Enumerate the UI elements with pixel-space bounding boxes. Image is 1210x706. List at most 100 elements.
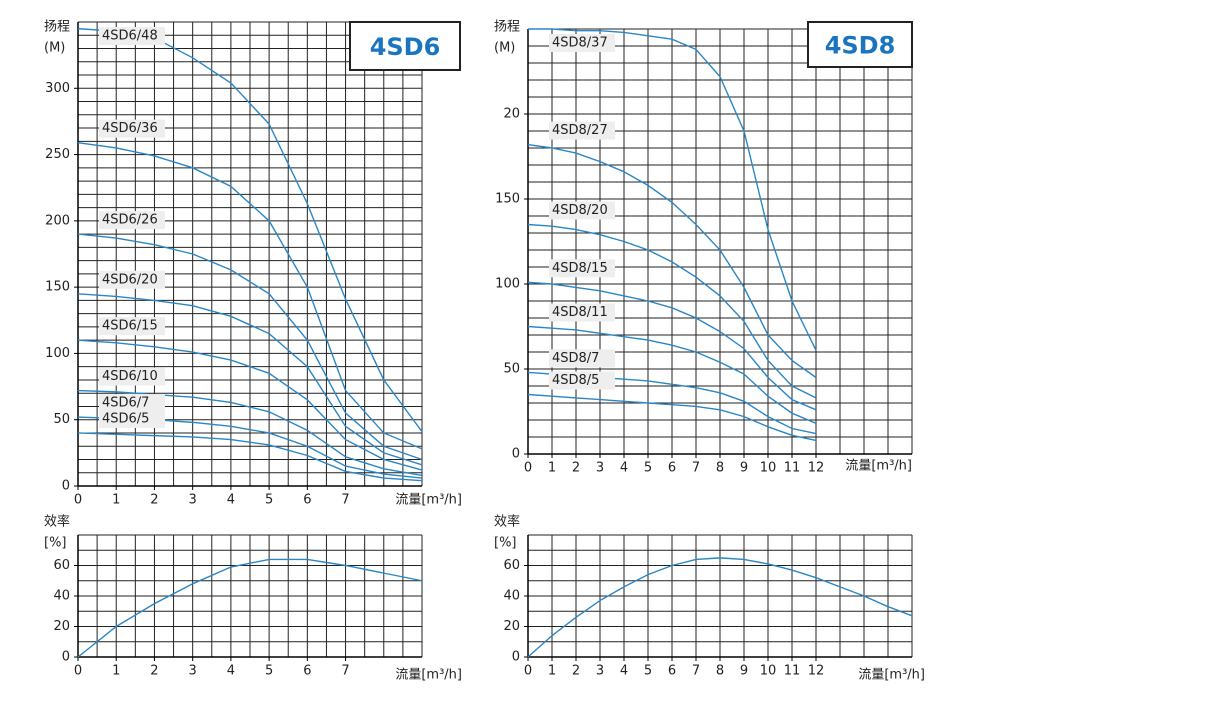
curve — [77, 141, 423, 450]
y-tick-label: 100 — [45, 346, 70, 361]
series-label: 4SD6/7 — [102, 396, 149, 411]
x-tick-label: 0 — [74, 664, 82, 679]
series-label: 4SD8/15 — [552, 261, 608, 276]
x-tick-label: 2 — [572, 664, 580, 679]
x-tick-label: 6 — [303, 493, 311, 508]
curve — [527, 281, 817, 411]
x-tick-label: 5 — [265, 664, 273, 679]
x-tick-label: 1 — [548, 664, 556, 679]
efficiency-curve — [77, 558, 423, 658]
x-tick-label: 6 — [668, 461, 676, 476]
series-label: 4SD6/10 — [102, 369, 158, 384]
curve — [77, 339, 423, 471]
x-tick-label: 11 — [784, 664, 801, 679]
y-tick-label: 20 — [503, 619, 520, 634]
x-tick-label: 6 — [668, 664, 676, 679]
x-tick-label: 10 — [760, 664, 777, 679]
x-tick-label: 1 — [112, 493, 120, 508]
series-label-bg — [549, 303, 615, 322]
x-tick-label: 8 — [716, 664, 724, 679]
series-label-bg — [99, 409, 165, 428]
x-tick-label: 2 — [572, 461, 580, 476]
y-tick-label: 150 — [45, 280, 70, 295]
x-tick-label: 8 — [716, 461, 724, 476]
y-axis-label: 效率 — [44, 514, 70, 530]
x-tick-label: 11 — [784, 461, 801, 476]
x-tick-label: 3 — [596, 461, 604, 476]
curve — [527, 143, 817, 379]
series-label: 4SD6/48 — [102, 29, 158, 44]
y-axis-label: 效率 — [494, 514, 520, 530]
series-label: 4SD6/5 — [102, 411, 149, 426]
x-tick-label: 7 — [341, 664, 349, 679]
x-tick-label: 12 — [808, 664, 825, 679]
y-axis-label: 扬程 — [44, 20, 70, 35]
y-tick-label: 50 — [503, 362, 520, 377]
curve — [77, 432, 423, 482]
series-label-bg — [99, 27, 165, 45]
x-tick-label: 9 — [740, 461, 748, 476]
curve — [527, 325, 817, 425]
x-tick-label: 7 — [341, 493, 349, 508]
x-tick-label: 5 — [265, 493, 273, 508]
series-label: 4SD8/27 — [552, 123, 608, 138]
series-label: 4SD8/37 — [552, 36, 608, 51]
series-label-bg — [549, 349, 615, 368]
y-tick-label: 60 — [53, 558, 70, 573]
series-label-bg — [99, 270, 165, 289]
x-axis-label: 流量[m³/h] — [845, 459, 912, 474]
x-tick-label: 3 — [189, 664, 197, 679]
y-tick-label: 0 — [62, 479, 70, 494]
x-tick-label: 0 — [524, 461, 532, 476]
y-axis-label: (M) — [44, 41, 65, 56]
x-tick-label: 3 — [596, 664, 604, 679]
y-tick-label: 60 — [503, 558, 520, 573]
x-tick-label: 2 — [150, 664, 158, 679]
series-label: 4SD6/20 — [102, 272, 158, 287]
x-tick-label: 0 — [74, 493, 82, 508]
x-tick-label: 4 — [227, 493, 235, 508]
series-label-bg — [549, 371, 615, 390]
series-label-bg — [99, 367, 165, 386]
y-tick-label: 150 — [495, 192, 520, 207]
x-tick-label: 2 — [150, 493, 158, 508]
y-tick-label: 200 — [45, 213, 70, 228]
series-label: 4SD8/7 — [552, 351, 599, 366]
curve — [77, 233, 423, 461]
series-label-bg — [549, 259, 615, 278]
series-label-bg — [549, 34, 615, 52]
y-axis-label: (M) — [494, 41, 515, 56]
x-tick-label: 1 — [548, 461, 556, 476]
curve — [527, 393, 817, 442]
y-tick-label: 50 — [53, 412, 70, 427]
y-tick-label: 40 — [53, 589, 70, 604]
y-tick-label: 300 — [45, 81, 70, 96]
series-label-bg — [549, 201, 615, 220]
y-tick-label: 250 — [45, 147, 70, 162]
chart-title: 4SD8 — [825, 32, 896, 60]
series-label: 4SD8/11 — [552, 305, 608, 320]
series-label: 4SD6/15 — [102, 319, 158, 334]
title-box — [807, 21, 913, 68]
curve — [528, 28, 817, 351]
series-label: 4SD6/26 — [102, 213, 158, 228]
x-tick-label: 6 — [303, 664, 311, 679]
x-tick-label: 0 — [524, 664, 532, 679]
curve — [527, 223, 817, 399]
x-tick-label: 5 — [644, 664, 652, 679]
y-tick-label: 0 — [512, 447, 520, 462]
x-tick-label: 4 — [620, 664, 628, 679]
series-label-bg — [549, 121, 615, 140]
y-axis-label: 扬程 — [494, 20, 520, 35]
x-axis-label: 流量[m³/h] — [395, 493, 462, 508]
y-tick-label: 20 — [503, 107, 520, 122]
y-tick-label: 40 — [503, 589, 520, 604]
x-tick-label: 12 — [808, 461, 825, 476]
title-box — [349, 21, 461, 71]
x-tick-label: 10 — [760, 461, 777, 476]
curve — [77, 389, 423, 477]
series-label-bg — [99, 317, 165, 336]
y-tick-label: 100 — [495, 277, 520, 292]
y-tick-label: 0 — [512, 650, 520, 665]
